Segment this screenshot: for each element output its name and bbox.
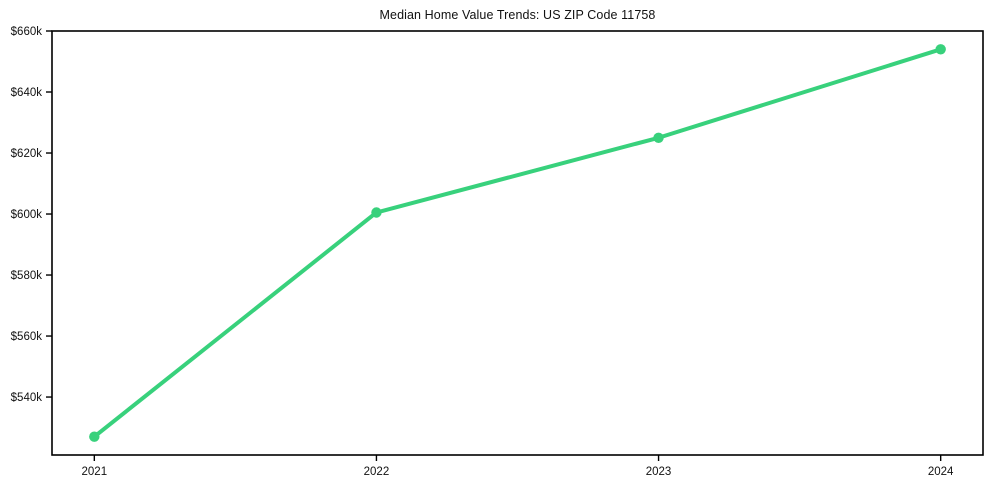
data-point-2024 (935, 44, 946, 55)
plot-frame (51, 30, 984, 456)
x-axis-tick-label: 2023 (646, 466, 672, 478)
y-axis-tick-label: $600k (11, 209, 43, 221)
y-axis-tick-label: $540k (11, 392, 43, 404)
data-point-2023 (653, 132, 664, 143)
data-point-2022 (371, 207, 382, 218)
chart-title: Median Home Value Trends: US ZIP Code 11… (379, 8, 656, 22)
x-axis-tick-label: 2022 (364, 466, 390, 478)
x-axis-tick-label: 2021 (82, 466, 108, 478)
data-point-2021 (89, 431, 100, 442)
trend-line (92, 47, 943, 439)
y-axis-tick-label: $660k (11, 26, 43, 38)
y-axis-tick-label: $620k (11, 148, 43, 160)
x-axis-tick-label: 2024 (928, 466, 954, 478)
y-axis-tick-label: $640k (11, 87, 43, 99)
y-axis-tick-label: $580k (11, 270, 43, 282)
y-axis-tick-label: $560k (11, 331, 43, 343)
